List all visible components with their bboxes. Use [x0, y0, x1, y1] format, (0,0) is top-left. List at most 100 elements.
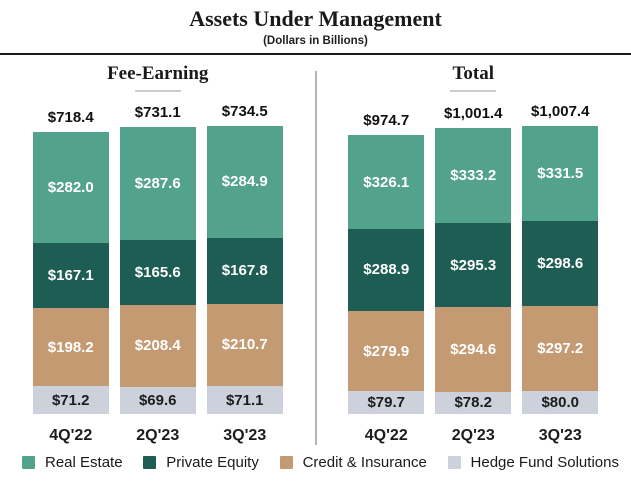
- bar-column-2q-23: $1,001.4 $333.2 $295.3 $294.6 $78.2 2Q'23: [435, 104, 512, 448]
- segment-value-label: $208.4: [134, 337, 181, 355]
- segment-value-label: $71.2: [51, 391, 90, 409]
- segment-real-estate: $287.6: [119, 127, 196, 241]
- x-axis-label: 3Q'23: [223, 427, 267, 444]
- segment-value-label: $167.8: [221, 262, 268, 280]
- bar-total-label: $718.4: [47, 109, 94, 127]
- legend-swatch: [143, 456, 157, 469]
- bar-total-label: $734.5: [221, 103, 268, 121]
- total-plot: $974.7 $326.1 $288.9 $279.9 $79.7 4Q'22 $1,001…: [316, 94, 631, 448]
- chart-section-divider: [315, 71, 317, 445]
- segment-credit-insurance: $297.2: [522, 306, 599, 392]
- segment-hedge-fund-solutions: $78.2: [435, 391, 512, 414]
- page-title: Assets Under Management: [189, 6, 442, 31]
- x-axis-label: 3Q'23: [538, 427, 582, 444]
- total-section: Total $974.7 $326.1 $288.9 $279.9 $79.7 4Q'22…: [316, 62, 631, 448]
- segment-value-label: $282.0: [47, 179, 94, 197]
- segment-value-label: $80.0: [541, 394, 580, 412]
- segment-value-label: $295.3: [450, 256, 497, 274]
- bar-total-label: $1,001.4: [444, 104, 503, 122]
- bar-column-3q-23: $1,007.4 $331.5 $298.6 $297.2 $80.0 3Q'23: [522, 102, 599, 448]
- segment-hedge-fund-solutions: $79.7: [348, 391, 425, 414]
- total-section-title: Total: [452, 63, 495, 84]
- segment-real-estate: $284.9: [206, 126, 283, 238]
- segment-credit-insurance: $294.6: [435, 307, 512, 392]
- chart-header: Assets Under Management (Dollars in Bill…: [0, 0, 631, 50]
- bar-column-3q-23: $734.5 $284.9 $167.8 $210.7 $71.1 3Q'23: [206, 103, 283, 448]
- segment-value-label: $326.1: [363, 173, 410, 191]
- segment-value-label: $284.9: [221, 173, 268, 191]
- segment-value-label: $167.1: [47, 267, 94, 285]
- total-title-underline: [450, 90, 497, 92]
- segment-private-equity: $165.6: [119, 240, 196, 306]
- segment-value-label: $210.7: [221, 336, 268, 354]
- segment-real-estate: $331.5: [522, 125, 599, 221]
- segment-value-label: $165.6: [134, 264, 181, 282]
- legend-item-real-estate: Real Estate: [22, 454, 123, 471]
- legend-swatch: [22, 456, 35, 469]
- segment-value-label: $333.2: [450, 166, 497, 184]
- legend-label: Hedge Fund Solutions: [470, 454, 619, 471]
- x-axis-label: 2Q'23: [451, 427, 495, 444]
- legend-item-private-equity: Private Equity: [143, 454, 259, 471]
- stacked-bar: $282.0 $167.1 $198.2 $71.2: [32, 132, 109, 414]
- x-axis-label: 4Q'22: [364, 427, 408, 444]
- legend-swatch: [447, 456, 461, 469]
- fee-earning-section-title: Fee-Earning: [107, 63, 209, 84]
- segment-value-label: $69.6: [138, 391, 177, 409]
- x-axis-label: 2Q'23: [136, 427, 180, 444]
- segment-real-estate: $326.1: [348, 135, 425, 229]
- legend-item-credit-insurance: Credit & Insurance: [279, 454, 427, 471]
- bar-column-2q-23: $731.1 $287.6 $165.6 $208.4 $69.6 2Q'23: [119, 104, 196, 448]
- stacked-bar: $331.5 $298.6 $297.2 $80.0: [522, 125, 599, 414]
- legend-label: Real Estate: [45, 454, 123, 471]
- bar-total-label: $1,007.4: [531, 102, 590, 120]
- legend-label: Credit & Insurance: [302, 454, 427, 471]
- bar-column-4q-22: $718.4 $282.0 $167.1 $198.2 $71.2 4Q'22: [32, 109, 109, 448]
- segment-private-equity: $298.6: [522, 220, 599, 307]
- segment-value-label: $79.7: [367, 394, 406, 412]
- segment-credit-insurance: $210.7: [206, 303, 283, 387]
- segment-private-equity: $167.8: [206, 237, 283, 304]
- segment-credit-insurance: $208.4: [119, 305, 196, 387]
- segment-real-estate: $333.2: [435, 127, 512, 224]
- segment-hedge-fund-solutions: $71.2: [32, 386, 109, 414]
- segment-value-label: $288.9: [363, 261, 410, 279]
- segment-value-label: $198.2: [47, 338, 94, 356]
- stacked-bar: $333.2 $295.3 $294.6 $78.2: [435, 127, 512, 414]
- segment-value-label: $78.2: [454, 394, 493, 412]
- bar-total-label: $731.1: [134, 104, 181, 122]
- segment-hedge-fund-solutions: $80.0: [522, 391, 599, 414]
- legend-item-hedge-fund-solutions: Hedge Fund Solutions: [447, 454, 619, 471]
- segment-value-label: $71.1: [225, 391, 264, 409]
- header-rule: [0, 53, 631, 55]
- segment-value-label: $331.5: [537, 164, 584, 182]
- stacked-bar: $284.9 $167.8 $210.7 $71.1: [206, 126, 283, 414]
- fee-earning-title-underline: [134, 90, 181, 92]
- segment-value-label: $297.2: [537, 340, 584, 358]
- bar-total-label: $974.7: [363, 112, 410, 130]
- stacked-bar: $326.1 $288.9 $279.9 $79.7: [348, 135, 425, 414]
- segment-value-label: $287.6: [134, 175, 181, 193]
- segment-credit-insurance: $279.9: [348, 311, 425, 392]
- segment-private-equity: $295.3: [435, 223, 512, 308]
- legend-label: Private Equity: [166, 454, 259, 471]
- stacked-bar: $287.6 $165.6 $208.4 $69.6: [119, 127, 196, 414]
- segment-real-estate: $282.0: [32, 132, 109, 243]
- legend-swatch: [279, 456, 293, 469]
- page-subtitle: (Dollars in Billions): [263, 35, 368, 47]
- segment-value-label: $294.6: [450, 341, 497, 359]
- bar-column-4q-22: $974.7 $326.1 $288.9 $279.9 $79.7 4Q'22: [348, 112, 425, 448]
- segment-hedge-fund-solutions: $69.6: [119, 386, 196, 414]
- segment-value-label: $298.6: [537, 254, 584, 272]
- fee-earning-plot: $718.4 $282.0 $167.1 $198.2 $71.2 4Q'22 $731.1…: [0, 94, 316, 448]
- legend: Real Estate Private Equity Credit & Insura…: [0, 454, 631, 471]
- fee-earning-section: Fee-Earning $718.4 $282.0 $167.1 $198.2 $71.…: [0, 62, 316, 448]
- charts-area: Fee-Earning $718.4 $282.0 $167.1 $198.2 $71.…: [0, 55, 631, 448]
- x-axis-label: 4Q'22: [49, 427, 93, 444]
- segment-private-equity: $167.1: [32, 242, 109, 309]
- segment-hedge-fund-solutions: $71.1: [206, 386, 283, 414]
- segment-credit-insurance: $198.2: [32, 308, 109, 387]
- segment-private-equity: $288.9: [348, 228, 425, 312]
- segment-value-label: $279.9: [363, 342, 410, 360]
